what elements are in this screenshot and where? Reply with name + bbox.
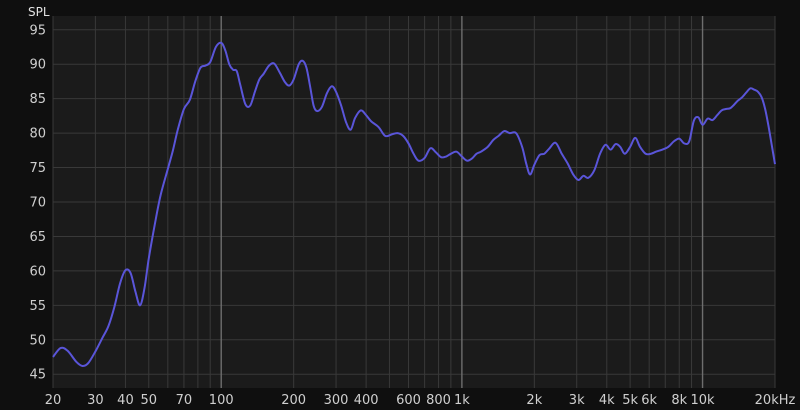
x-tick-label: 40 xyxy=(117,393,134,408)
spl-response-curve xyxy=(52,41,776,368)
y-axis-tick-labels: 45 50 55 60 65 70 75 80 85 90 95 xyxy=(29,23,46,382)
x-tick-label: 800 xyxy=(426,393,451,408)
x-tick-label: 70 xyxy=(176,393,193,408)
x-axis-tick-labels: 20 30 40 50 70 100 200 300 400 600 800 1k 2k 3k 4k 5k 6k… xyxy=(45,393,796,408)
y-tick-label: 75 xyxy=(29,161,46,176)
x-tick-label: 20kHz xyxy=(755,393,796,408)
x-tick-label: 400 xyxy=(354,393,379,408)
x-tick-label: 4k xyxy=(599,393,615,408)
y-tick-label: 95 xyxy=(29,23,46,38)
x-tick-label: 20 xyxy=(45,393,62,408)
x-tick-label: 50 xyxy=(140,393,157,408)
y-tick-label: 45 xyxy=(29,368,46,383)
x-tick-label: 600 xyxy=(396,393,421,408)
y-tick-label: 60 xyxy=(29,264,46,279)
x-tick-label: 5k xyxy=(622,393,638,408)
x-tick-label: 100 xyxy=(209,393,234,408)
x-tick-label: 3k xyxy=(569,393,585,408)
y-tick-label: 85 xyxy=(29,92,46,107)
x-tick-label: 2k xyxy=(526,393,542,408)
x-tick-label: 10k xyxy=(691,393,716,408)
x-tick-label: 8k xyxy=(671,393,687,408)
x-tick-label: 200 xyxy=(281,393,306,408)
x-tick-label: 1k xyxy=(454,393,470,408)
y-tick-label: 65 xyxy=(29,230,46,245)
y-axis-label: SPL xyxy=(28,5,50,19)
major-gridlines xyxy=(220,16,704,388)
y-tick-label: 55 xyxy=(29,299,46,314)
x-tick-label: 300 xyxy=(324,393,349,408)
y-tick-label: 70 xyxy=(29,196,46,211)
y-tick-label: 50 xyxy=(29,333,46,348)
x-tick-label: 6k xyxy=(641,393,657,408)
x-tick-label: 30 xyxy=(87,393,104,408)
y-tick-label: 90 xyxy=(29,58,46,73)
y-tick-label: 80 xyxy=(29,127,46,142)
